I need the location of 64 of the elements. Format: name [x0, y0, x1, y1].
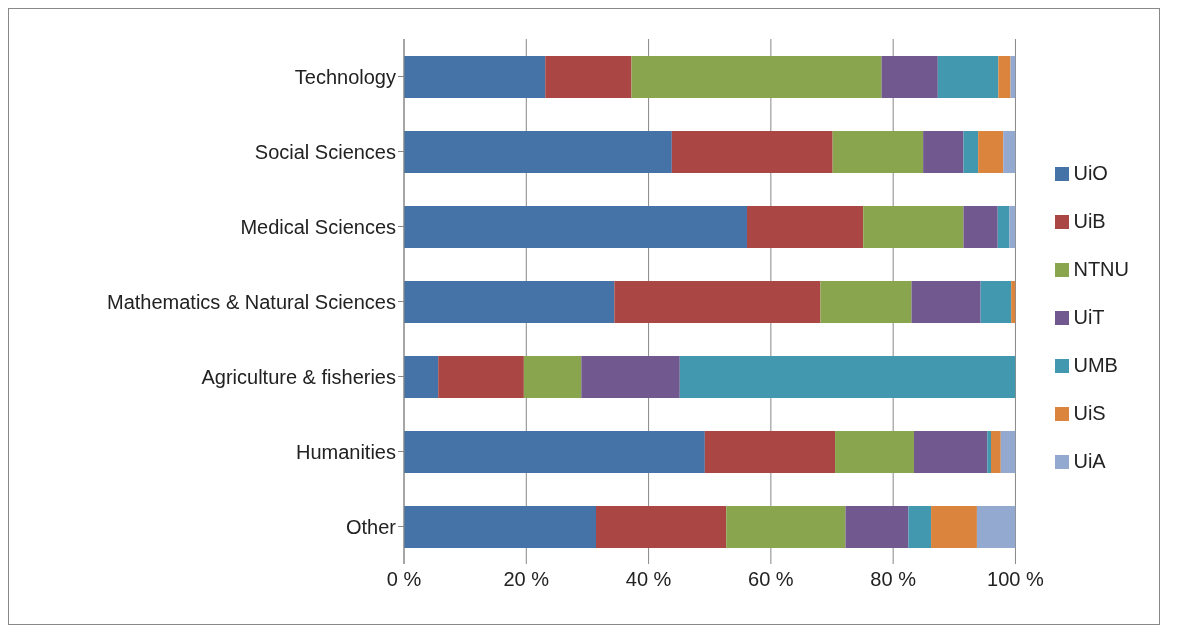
bar: [581, 356, 680, 398]
bar: [913, 431, 988, 473]
bar: [980, 281, 1012, 323]
bar: [998, 56, 1011, 98]
y-tick-label: Other: [345, 515, 397, 538]
bar: [976, 506, 1016, 548]
y-tick-label: Humanities: [295, 440, 396, 463]
y-tick-label: Agriculture & fisheries: [201, 365, 396, 388]
legend-label: UMB: [1073, 353, 1118, 376]
bar: [923, 131, 964, 173]
bar: [835, 431, 914, 473]
x-tick-label: 20 %: [503, 568, 550, 591]
bar: [671, 131, 833, 173]
x-tick-label: 40 %: [625, 568, 672, 591]
x-tick-label: 80 %: [870, 568, 917, 591]
y-tick-label: Social Sciences: [254, 140, 396, 163]
bar: [991, 431, 1001, 473]
bar: [404, 206, 748, 248]
bar: [1009, 206, 1016, 248]
x-tick-label: 60 %: [748, 568, 794, 591]
bar: [997, 206, 1010, 248]
bar: [908, 506, 932, 548]
bar: [963, 206, 998, 248]
bar: [726, 506, 846, 548]
bar: [832, 131, 924, 173]
bar: [937, 56, 999, 98]
bar: [987, 431, 991, 473]
legend-label: NTNU: [1073, 257, 1129, 280]
bar: [614, 281, 821, 323]
bar: [596, 506, 727, 548]
bar: [845, 506, 909, 548]
bar: [404, 131, 672, 173]
x-tick-label: 0 %: [386, 568, 422, 591]
x-tick-label: 100 %: [987, 568, 1045, 591]
bar: [438, 356, 524, 398]
legend-label: UiB: [1073, 209, 1106, 232]
bar: [545, 56, 632, 98]
bar: [679, 356, 1016, 398]
bar: [404, 281, 615, 323]
bar: [1000, 431, 1016, 473]
bar: [704, 431, 836, 473]
bar: [523, 356, 582, 398]
y-tick-label: Medical Sciences: [240, 215, 396, 238]
y-tick-label: Mathematics & Natural Sciences: [106, 290, 396, 313]
legend-label: UiA: [1073, 449, 1106, 472]
bar: [863, 206, 964, 248]
bar: [931, 506, 977, 548]
bar: [404, 356, 439, 398]
legend-label: UiT: [1073, 305, 1105, 328]
bar: [404, 431, 705, 473]
bar: [404, 506, 596, 548]
bar: [978, 131, 1004, 173]
legend-label: UiO: [1073, 161, 1108, 184]
y-tick-label: Technology: [294, 65, 396, 88]
bar: [747, 206, 864, 248]
bar: [631, 56, 882, 98]
bar: [963, 131, 979, 173]
bar: [1011, 281, 1016, 323]
bar: [1003, 131, 1016, 173]
legend-label: UiS: [1073, 401, 1106, 424]
bar: [404, 56, 546, 98]
bar: [911, 281, 981, 323]
bar: [820, 281, 912, 323]
bar: [881, 56, 938, 98]
